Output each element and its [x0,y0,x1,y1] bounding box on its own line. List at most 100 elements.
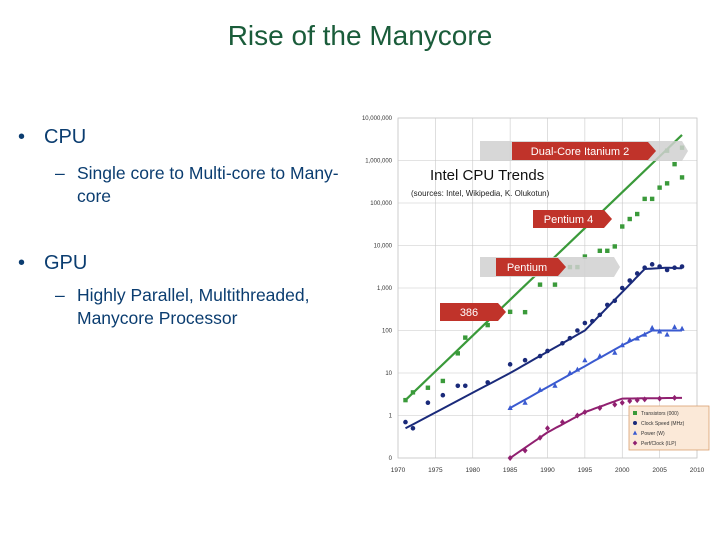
point-perf-clock [612,401,618,408]
point-transistors [620,224,625,229]
point-power [679,325,685,331]
point-power [627,336,633,342]
y-tick-label: 10 [385,371,392,377]
point-clock-speed [522,357,528,363]
x-tick-label: 1990 [540,467,555,474]
callout-label: Pentium [507,262,547,274]
point-clock-speed [545,348,550,354]
point-clock-speed [642,265,647,271]
point-perf-clock [559,419,565,426]
callout-label: Dual-Core Itanium 2 [531,146,629,158]
y-tick-label: 0 [389,456,393,462]
point-perf-clock [545,425,550,432]
point-transistors [403,397,408,403]
point-transistors [507,309,513,315]
point-clock-speed [560,340,565,346]
legend-label: Transistors (000) [641,411,679,417]
legend-label: Power (W) [641,431,665,437]
point-clock-speed [649,262,655,267]
point-clock-speed [679,264,685,269]
x-tick-label: 1980 [466,467,481,474]
point-transistors [627,216,632,222]
point-clock-speed [627,278,633,283]
point-perf-clock [627,397,633,404]
chart-title: Intel CPU Trends [430,167,544,184]
point-power [612,349,618,355]
point-power [537,386,543,392]
point-transistors [672,161,677,167]
dash-marker: – [55,163,65,183]
legend: Transistors (000) Clock Speed (MHz) Power … [628,405,710,451]
point-perf-clock [672,394,678,401]
y-tick-label: 1,000 [377,286,393,292]
point-clock-speed [657,264,662,269]
chart-subtitle: (sources: Intel, Wikipedia, K. Olukotun) [411,189,550,198]
x-tick-label: 2010 [690,467,705,474]
point-transistors [522,309,528,315]
point-clock-speed [537,353,543,359]
y-tick-label: 1,000,000 [365,159,392,165]
point-transistors [657,185,662,190]
point-clock-speed [582,320,588,326]
point-clock-speed [455,383,461,389]
x-tick-label: 1985 [503,467,518,474]
point-power [634,335,640,341]
point-clock-speed [425,400,431,406]
point-power [567,370,573,375]
point-clock-speed [462,383,468,389]
bullet-gpu-label: GPU [44,252,88,274]
point-transistors [664,181,670,186]
x-tick-label: 2005 [652,467,667,474]
point-power [522,399,528,405]
point-power [582,357,588,363]
point-clock-speed [440,392,446,398]
point-perf-clock [582,409,588,416]
x-tick-label: 2000 [615,467,630,474]
point-transistors [635,211,640,217]
point-clock-speed [575,328,580,333]
point-transistors [642,196,647,202]
point-transistors [649,196,655,202]
point-clock-speed [672,265,677,271]
point-power [671,324,678,330]
point-transistors [679,175,685,180]
bullet-gpu: • GPU [18,252,87,275]
point-power [664,331,670,337]
legend-swatch [632,440,638,446]
point-clock-speed [567,335,573,341]
y-tick-label: 100,000 [370,201,392,207]
bullet-marker: • [18,126,26,148]
point-perf-clock [537,434,543,441]
x-tick-label: 1970 [391,467,406,474]
bullet-cpu-label: CPU [44,126,87,148]
callout-label: 386 [460,307,478,319]
legend-swatch [632,430,638,435]
dash-marker: – [55,285,65,305]
y-tick-label: 10,000 [374,244,393,250]
callout-arrow [512,142,656,160]
point-clock-speed [612,298,618,304]
point-transistors [582,254,588,259]
axis-labels: 0 1 10 100 1,000 10,000 100,000 1,000,000 10,000… [362,116,705,474]
point-power [597,353,603,359]
point-transistors [425,385,431,390]
point-transistors [612,244,617,249]
point-clock-speed [605,302,610,308]
point-power [657,328,663,334]
point-clock-speed [597,312,603,318]
point-clock-speed [634,271,640,276]
callout-arrow [533,210,612,228]
point-transistors [410,390,416,395]
point-perf-clock [619,399,625,406]
x-tick-label: 1995 [578,467,593,474]
point-clock-speed [619,285,625,291]
point-clock-speed [507,362,513,367]
sub-bullet-gpu-text: Highly Parallel, Multithreaded, Manycore… [77,285,310,328]
legend-swatch [633,411,637,415]
point-perf-clock [574,412,580,419]
point-clock-speed [410,425,416,431]
y-tick-label: 10,000,000 [362,116,393,122]
point-transistors [485,322,490,328]
point-power [574,366,580,372]
point-clock-speed [664,267,670,273]
